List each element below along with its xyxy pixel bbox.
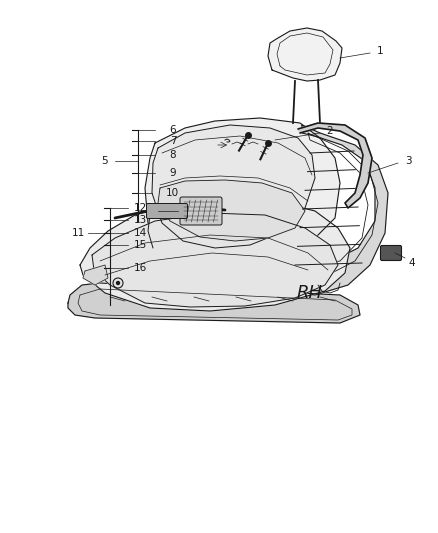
Text: 8: 8 [170, 150, 177, 160]
FancyBboxPatch shape [146, 204, 187, 219]
Text: 14: 14 [134, 228, 147, 238]
Polygon shape [258, 125, 388, 295]
Text: 11: 11 [71, 228, 85, 238]
Polygon shape [158, 180, 305, 241]
Polygon shape [268, 28, 342, 81]
Text: 3: 3 [405, 156, 411, 166]
Polygon shape [92, 213, 338, 307]
Text: 7: 7 [170, 136, 177, 146]
Polygon shape [152, 125, 315, 248]
Text: 1: 1 [377, 46, 383, 56]
Text: 13: 13 [134, 215, 147, 225]
Text: 10: 10 [166, 188, 179, 198]
FancyBboxPatch shape [180, 197, 222, 225]
FancyBboxPatch shape [381, 246, 402, 261]
Text: 5: 5 [102, 156, 108, 166]
Text: 6: 6 [170, 125, 177, 135]
Polygon shape [80, 198, 350, 311]
Text: 12: 12 [134, 203, 147, 213]
Text: 4: 4 [409, 258, 415, 268]
Text: 16: 16 [134, 263, 147, 273]
Text: 9: 9 [170, 168, 177, 178]
Polygon shape [145, 118, 340, 268]
Circle shape [117, 281, 120, 285]
Polygon shape [68, 283, 360, 323]
Text: 15: 15 [134, 240, 147, 250]
Text: RH: RH [297, 284, 323, 302]
Polygon shape [83, 265, 108, 285]
Text: 2: 2 [327, 126, 333, 136]
Polygon shape [298, 123, 372, 208]
